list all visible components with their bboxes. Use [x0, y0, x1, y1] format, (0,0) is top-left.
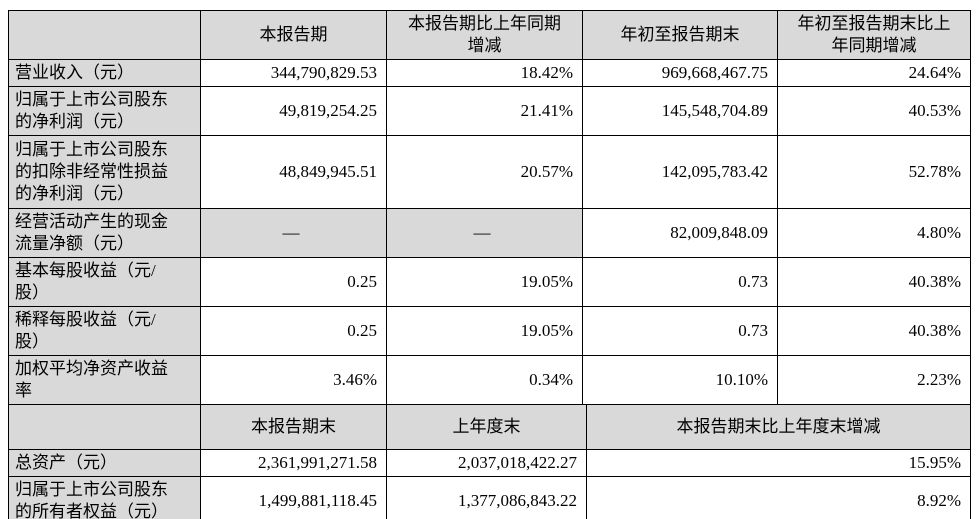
column-header-end-of-prior-year: 上年度末: [386, 404, 587, 450]
cell-current-period-yoy-dash: —: [386, 208, 583, 258]
cell-current-period-yoy: 21.41%: [386, 86, 583, 136]
cell-ytd-yoy: 2.23%: [777, 355, 971, 405]
cell-ytd: 145,548,704.89: [582, 86, 778, 136]
cell-ytd: 0.73: [582, 257, 778, 307]
key-accounting-data-balance-table: 本报告期末 上年度末 本报告期末比上年度末增减 总资产（元） 2,361,991…: [8, 404, 971, 519]
cell-ytd-yoy: 24.64%: [777, 59, 971, 87]
row-basic-eps: 基本每股收益（元/股） 0.25 19.05% 0.73 40.38%: [8, 257, 971, 307]
row-total-assets: 总资产（元） 2,361,991,271.58 2,037,018,422.27…: [8, 449, 971, 477]
period-table-header-row: 本报告期 本报告期比上年同期增减 年初至报告期末 年初至报告期末比上年同期增减: [8, 10, 971, 60]
row-weighted-average-roe: 加权平均净资产收益率 3.46% 0.34% 10.10% 2.23%: [8, 355, 971, 405]
row-net-profit-after-non-recurring: 归属于上市公司股东的扣除非经常性损益的净利润（元） 48,849,945.51 …: [8, 135, 971, 209]
row-label: 经营活动产生的现金流量净额（元）: [8, 208, 201, 258]
row-diluted-eps: 稀释每股收益（元/股） 0.25 19.05% 0.73 40.38%: [8, 306, 971, 356]
cell-current-period-yoy: 19.05%: [386, 306, 583, 356]
cell-ytd-yoy: 40.38%: [777, 306, 971, 356]
row-label: 总资产（元）: [8, 449, 201, 477]
cell-end-of-prior-year: 2,037,018,422.27: [386, 449, 587, 477]
cell-current-period: 0.25: [200, 257, 387, 307]
row-equity-attributable: 归属于上市公司股东的所有者权益（元） 1,499,881,118.45 1,37…: [8, 476, 971, 519]
cell-change: 15.95%: [586, 449, 971, 477]
cell-ytd-yoy: 40.53%: [777, 86, 971, 136]
row-label: 加权平均净资产收益率: [8, 355, 201, 405]
cell-ytd-yoy: 52.78%: [777, 135, 971, 209]
column-header-period-vs-prior-year-change: 本报告期末比上年度末增减: [586, 404, 971, 450]
cell-ytd: 0.73: [582, 306, 778, 356]
cell-current-period: 49,819,254.25: [200, 86, 387, 136]
column-header-current-period: 本报告期: [200, 10, 387, 60]
cell-ytd: 82,009,848.09: [582, 208, 778, 258]
row-label: 归属于上市公司股东的净利润（元）: [8, 86, 201, 136]
cell-current-period: 48,849,945.51: [200, 135, 387, 209]
cell-current-period-yoy: 0.34%: [386, 355, 583, 405]
cell-current-period-yoy: 18.42%: [386, 59, 583, 87]
row-label: 归属于上市公司股东的扣除非经常性损益的净利润（元）: [8, 135, 201, 209]
key-accounting-data-period-table: 本报告期 本报告期比上年同期增减 年初至报告期末 年初至报告期末比上年同期增减 …: [8, 10, 971, 405]
cell-current-period: 3.46%: [200, 355, 387, 405]
cell-current-period-dash: —: [200, 208, 387, 258]
cell-end-of-prior-year: 1,377,086,843.22: [386, 476, 587, 519]
row-label: 归属于上市公司股东的所有者权益（元）: [8, 476, 201, 519]
column-header-end-of-period: 本报告期末: [200, 404, 387, 450]
balance-table-header-row: 本报告期末 上年度末 本报告期末比上年度末增减: [8, 404, 971, 450]
row-net-profit-attributable: 归属于上市公司股东的净利润（元） 49,819,254.25 21.41% 14…: [8, 86, 971, 136]
row-operating-revenue: 营业收入（元） 344,790,829.53 18.42% 969,668,46…: [8, 59, 971, 87]
corner-header-cell: [8, 10, 201, 60]
row-label: 基本每股收益（元/股）: [8, 257, 201, 307]
cell-ytd: 142,095,783.42: [582, 135, 778, 209]
cell-ytd: 969,668,467.75: [582, 59, 778, 87]
cell-ytd-yoy: 40.38%: [777, 257, 971, 307]
cell-ytd-yoy: 4.80%: [777, 208, 971, 258]
cell-current-period: 0.25: [200, 306, 387, 356]
cell-current-period-yoy: 20.57%: [386, 135, 583, 209]
column-header-ytd: 年初至报告期末: [582, 10, 778, 60]
cell-current-period-yoy: 19.05%: [386, 257, 583, 307]
corner-header-cell: [8, 404, 201, 450]
row-operating-cash-flow: 经营活动产生的现金流量净额（元） — — 82,009,848.09 4.80%: [8, 208, 971, 258]
cell-end-of-period: 1,499,881,118.45: [200, 476, 387, 519]
cell-ytd: 10.10%: [582, 355, 778, 405]
row-label: 营业收入（元）: [8, 59, 201, 87]
cell-change: 8.92%: [586, 476, 971, 519]
row-label: 稀释每股收益（元/股）: [8, 306, 201, 356]
column-header-current-period-yoy: 本报告期比上年同期增减: [386, 10, 583, 60]
cell-end-of-period: 2,361,991,271.58: [200, 449, 387, 477]
column-header-ytd-yoy: 年初至报告期末比上年同期增减: [777, 10, 971, 60]
cell-current-period: 344,790,829.53: [200, 59, 387, 87]
